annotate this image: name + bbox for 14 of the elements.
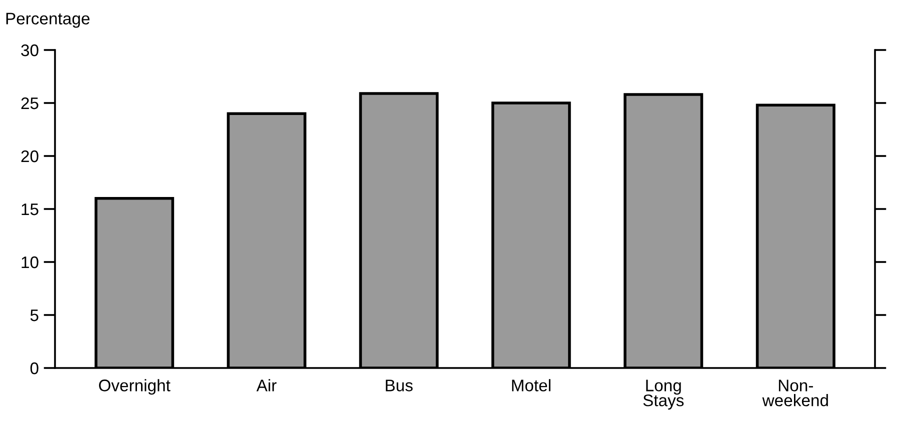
y-tick-label: 20 [21,150,38,162]
y-tick-label: 0 [30,362,38,374]
y-tick-label: 25 [21,97,38,110]
y-tick-label: 10 [22,256,38,268]
x-tick-label: Overnight [99,379,170,395]
x-tick-label: Bus [386,380,413,392]
y-tick-label: 30 [21,44,38,56]
x-tick-label: Non- weekend [762,380,828,406]
x-tick-label: Long Stays [643,380,684,410]
y-tick-label: 15 [22,204,38,216]
x-tick-label: Air [256,379,277,392]
y-axis-title: Percentage [6,12,90,28]
x-tick-label: Motel [512,379,550,392]
y-tick-label: 5 [30,310,38,322]
